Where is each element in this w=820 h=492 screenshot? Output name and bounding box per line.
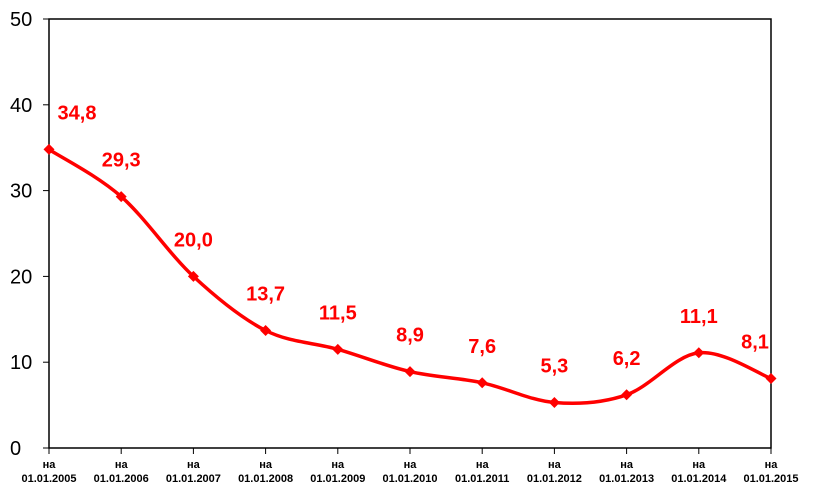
data-label: 20,0 [174, 229, 213, 251]
series-markers [43, 143, 777, 409]
y-tick-label: 50 [10, 9, 32, 31]
data-point [332, 343, 344, 355]
x-tick-label: на 01.01.2012 [527, 459, 582, 485]
x-tick-label: на 01.01.2007 [166, 459, 221, 485]
y-tick-label: 20 [10, 266, 32, 288]
data-label: 11,5 [319, 302, 357, 324]
x-tick-label: на 01.01.2008 [238, 459, 293, 485]
x-tick-label: на 01.01.2009 [310, 459, 365, 485]
y-axis: 0 10 20 30 40 50 [10, 9, 49, 460]
data-label: 8,9 [396, 325, 424, 347]
data-point [404, 366, 416, 378]
y-tick-label: 10 [10, 352, 32, 374]
data-label: 7,6 [468, 336, 496, 358]
x-tick-label: на 01.01.2015 [743, 459, 798, 485]
data-point [260, 324, 272, 336]
x-tick-label: на 01.01.2011 [455, 459, 509, 485]
data-point [765, 373, 777, 385]
x-tick-label: на 01.01.2005 [21, 459, 76, 485]
y-tick-label: 0 [10, 438, 21, 460]
data-label: 8,1 [741, 332, 769, 354]
data-point [476, 377, 488, 389]
data-point [115, 191, 127, 203]
data-point [187, 270, 199, 282]
data-point [43, 143, 55, 155]
data-label: 6,2 [613, 348, 641, 370]
x-tick-label: на 01.01.2006 [94, 459, 149, 485]
data-label: 29,3 [102, 150, 141, 172]
data-label: 5,3 [540, 356, 568, 378]
data-labels: 34,8 29,3 20,0 13,7 11,5 8,9 7,6 5,3 6,2 11,1 8,1 [58, 102, 769, 377]
x-tick-label: на 01.01.2014 [671, 459, 727, 485]
y-tick-label: 30 [10, 181, 32, 203]
x-axis: на 01.01.2005 на 01.01.2006 на 01.01.2007 на 01… [21, 448, 799, 485]
y-tick-label: 40 [10, 95, 32, 117]
data-point [693, 347, 705, 359]
x-tick-label: на 01.01.2010 [382, 459, 437, 485]
data-label: 11,1 [680, 306, 718, 328]
data-label: 34,8 [58, 102, 97, 124]
data-label: 13,7 [246, 283, 285, 305]
data-point [621, 389, 633, 401]
data-point [548, 397, 560, 409]
x-tick-label: на 01.01.2013 [599, 459, 654, 485]
